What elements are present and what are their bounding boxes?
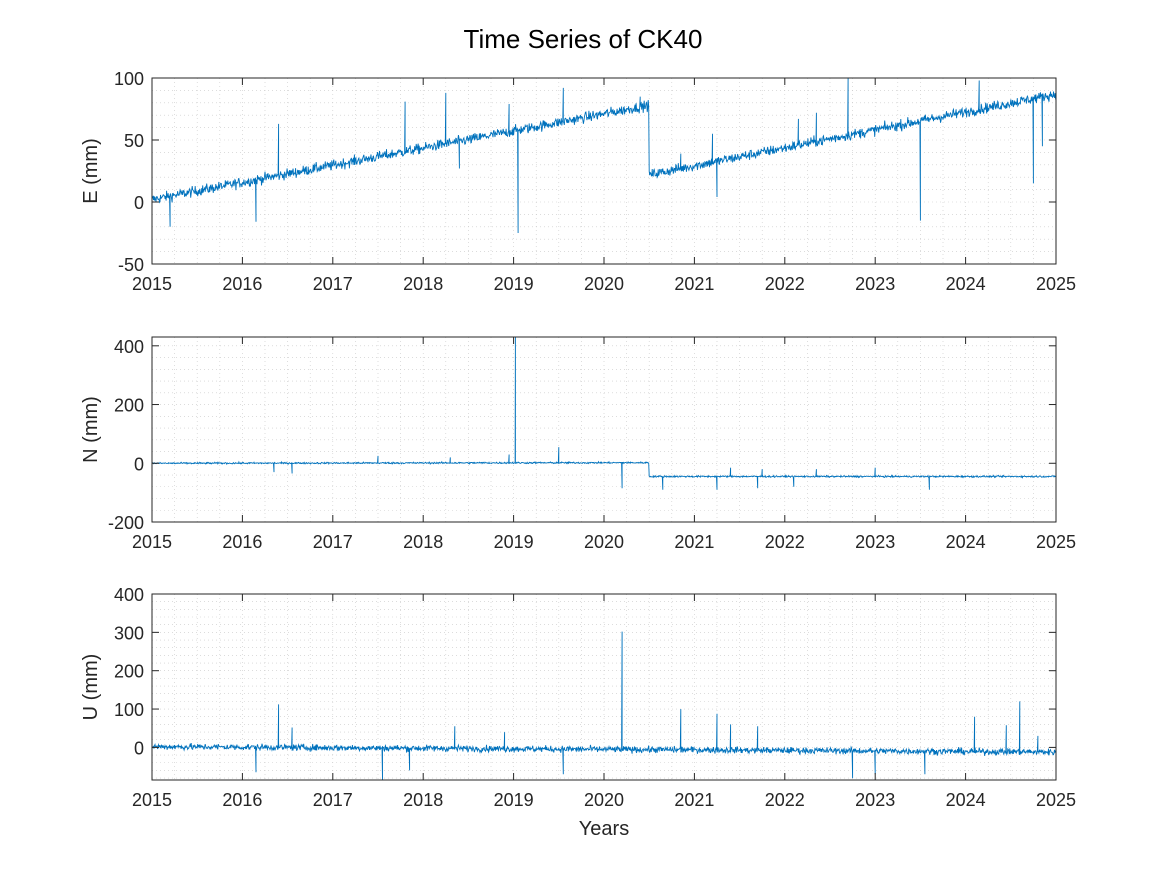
subplot-3: 2015 2016 2017 2018 2019 2020 2021 2022 2023 2024… xyxy=(80,585,1076,840)
y-tick-label: 300 xyxy=(114,623,144,643)
series-line xyxy=(151,336,1057,490)
x-tick-label: 2025 xyxy=(1036,274,1076,294)
subplot-2: 2015 2016 2017 2018 2019 2020 2021 2022 2023 2024… xyxy=(80,336,1076,552)
x-tick-label: 2015 xyxy=(132,274,172,294)
y-tick-label: -200 xyxy=(108,513,144,533)
y-axis-label: U (mm) xyxy=(80,654,102,721)
y-tick-label: 200 xyxy=(114,662,144,682)
x-tick-label: 2022 xyxy=(765,532,805,552)
x-tick-label: 2016 xyxy=(222,790,262,810)
y-tick-label: 100 xyxy=(114,69,144,89)
x-tick-label: 2019 xyxy=(494,532,534,552)
y-tick-label: 0 xyxy=(134,193,144,213)
x-tick-label: 2025 xyxy=(1036,532,1076,552)
y-tick-label: 200 xyxy=(114,396,144,416)
x-tick-label: 2016 xyxy=(222,274,262,294)
x-tick-label: 2015 xyxy=(132,790,172,810)
x-tick-label: 2015 xyxy=(132,532,172,552)
x-tick-label: 2020 xyxy=(584,274,624,294)
x-tick-label: 2024 xyxy=(946,532,986,552)
figure-title: Time Series of CK40 xyxy=(464,24,703,54)
y-tick-label: 0 xyxy=(134,454,144,474)
y-tick-label: 50 xyxy=(124,131,144,151)
x-tick-label: 2019 xyxy=(494,274,534,294)
x-axis-label: Years xyxy=(579,818,629,840)
subplot-1: 2015 2016 2017 2018 2019 2020 2021 2022 2023 2024… xyxy=(80,69,1076,294)
x-tick-label: 2018 xyxy=(403,274,443,294)
x-tick-label: 2022 xyxy=(765,274,805,294)
series-line xyxy=(151,77,1057,234)
x-tick-label: 2024 xyxy=(946,790,986,810)
x-tick-label: 2021 xyxy=(674,532,714,552)
x-tick-label: 2019 xyxy=(494,790,534,810)
x-tick-label: 2020 xyxy=(584,790,624,810)
x-tick-label: 2024 xyxy=(946,274,986,294)
x-tick-label: 2018 xyxy=(403,790,443,810)
x-tick-label: 2020 xyxy=(584,532,624,552)
x-tick-label: 2017 xyxy=(313,790,353,810)
x-tick-label: 2021 xyxy=(674,790,714,810)
subplots: 2015 2016 2017 2018 2019 2020 2021 2022 2023 2024… xyxy=(80,69,1076,840)
x-tick-label: 2018 xyxy=(403,532,443,552)
series-line xyxy=(151,631,1057,781)
y-tick-label: 400 xyxy=(114,585,144,605)
y-tick-label: 0 xyxy=(134,738,144,758)
y-tick-label: 100 xyxy=(114,700,144,720)
y-tick-label: -50 xyxy=(118,255,144,275)
x-tick-label: 2023 xyxy=(855,790,895,810)
y-tick-label: 400 xyxy=(114,337,144,357)
x-tick-label: 2016 xyxy=(222,532,262,552)
x-tick-label: 2022 xyxy=(765,790,805,810)
x-tick-label: 2017 xyxy=(313,274,353,294)
x-tick-label: 2025 xyxy=(1036,790,1076,810)
x-tick-label: 2023 xyxy=(855,274,895,294)
y-axis-label: E (mm) xyxy=(80,138,102,204)
x-tick-label: 2023 xyxy=(855,532,895,552)
x-tick-label: 2021 xyxy=(674,274,714,294)
y-axis-label: N (mm) xyxy=(80,396,102,463)
x-tick-label: 2017 xyxy=(313,532,353,552)
